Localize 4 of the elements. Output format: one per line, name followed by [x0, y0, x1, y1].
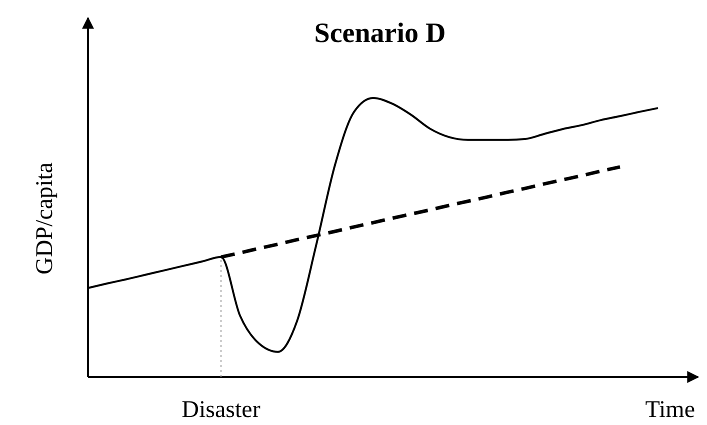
- y-axis-title: GDP/capita: [32, 162, 58, 274]
- chart-title: Scenario D: [314, 18, 446, 49]
- x-axis-title: Time: [645, 397, 695, 423]
- text: Disaster: [182, 397, 260, 423]
